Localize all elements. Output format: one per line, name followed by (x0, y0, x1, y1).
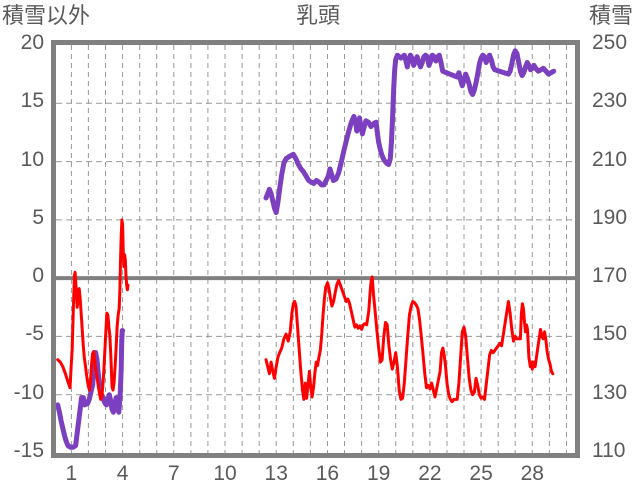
series-line-1 (56, 218, 130, 401)
left-tick-label: 0 (32, 264, 44, 288)
right-tick-label: 130 (592, 380, 628, 404)
x-tick-label: 13 (264, 462, 288, 485)
x-tick-label: 19 (366, 462, 391, 485)
x-tick-label: 22 (418, 462, 442, 485)
plot-area (51, 40, 580, 458)
left-tick-label: 15 (20, 89, 44, 113)
x-tick-label: 7 (167, 462, 180, 485)
left-tick-label: -10 (13, 380, 44, 404)
x-tick-label: 1 (65, 462, 78, 485)
series-line-1 (264, 275, 555, 404)
right-axis-title: 積雪 (588, 3, 633, 28)
right-tick-label: 150 (592, 322, 628, 346)
x-tick-label: 16 (315, 462, 340, 485)
series-line-0 (263, 48, 557, 216)
right-tick-label: 230 (592, 89, 628, 113)
right-tick-label: 110 (592, 439, 626, 462)
x-tick-label: 4 (116, 462, 129, 485)
left-axis-title: 積雪以外 (2, 3, 91, 28)
right-tick-label: 250 (592, 31, 628, 54)
left-tick-label: -15 (13, 439, 44, 462)
series-line-0 (56, 328, 126, 450)
right-tick-label: 170 (592, 264, 628, 288)
data-series-layer (56, 48, 557, 450)
left-tick-label: 5 (32, 205, 44, 229)
left-tick-label: 10 (20, 147, 44, 171)
x-tick-label: 28 (520, 462, 544, 485)
x-tick-label: 25 (469, 462, 493, 485)
left-tick-label: -5 (25, 322, 44, 346)
vertical-gridlines (70, 45, 567, 453)
right-tick-label: 190 (592, 205, 628, 229)
plot-canvas (56, 45, 575, 453)
x-tick-label: 10 (213, 462, 237, 485)
horizontal-gridlines (56, 102, 575, 396)
chart-title: 乳頭 (295, 3, 340, 28)
right-tick-label: 210 (592, 147, 628, 171)
left-tick-label: 20 (20, 31, 44, 54)
